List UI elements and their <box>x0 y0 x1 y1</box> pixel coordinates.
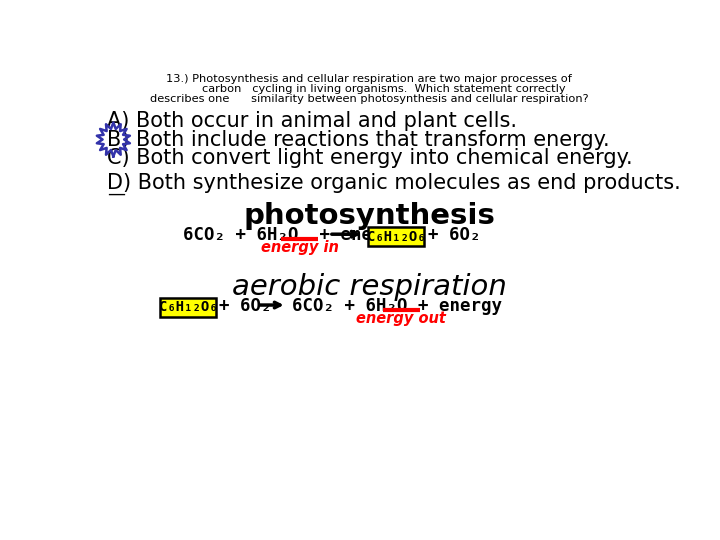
Text: aerobic respiration: aerobic respiration <box>232 273 506 301</box>
Text: —: — <box>107 185 125 203</box>
Text: + 6O₂: + 6O₂ <box>219 298 271 315</box>
Text: C) Both convert light energy into chemical energy.: C) Both convert light energy into chemic… <box>107 148 633 168</box>
Text: 6CO₂ + 6H₂O  + energy: 6CO₂ + 6H₂O + energy <box>183 226 403 245</box>
FancyBboxPatch shape <box>161 298 216 316</box>
Text: D) Both synthesize organic molecules as end products.: D) Both synthesize organic molecules as … <box>107 173 681 193</box>
Text: carbon   cycling in living organisms.  Which statement correctly: carbon cycling in living organisms. Whic… <box>173 84 565 94</box>
Text: B) Both include reactions that transform energy.: B) Both include reactions that transform… <box>107 130 610 150</box>
Text: energy in: energy in <box>261 240 338 255</box>
Text: 13.) Photosynthesis and cellular respiration are two major processes of: 13.) Photosynthesis and cellular respira… <box>166 74 572 84</box>
Text: A) Both occur in animal and plant cells.: A) Both occur in animal and plant cells. <box>107 111 517 131</box>
Text: 6CO₂ + 6H₂O + energy: 6CO₂ + 6H₂O + energy <box>292 298 502 315</box>
Text: + 6O₂: + 6O₂ <box>428 226 480 245</box>
Text: C₆H₁₂O₆: C₆H₁₂O₆ <box>366 230 426 244</box>
Text: C₆H₁₂O₆: C₆H₁₂O₆ <box>158 300 217 314</box>
Text: describes one      similarity between photosynthesis and cellular respiration?: describes one similarity between photosy… <box>150 94 588 104</box>
Text: photosynthesis: photosynthesis <box>243 202 495 230</box>
FancyBboxPatch shape <box>368 227 423 246</box>
Text: energy out: energy out <box>356 311 446 326</box>
